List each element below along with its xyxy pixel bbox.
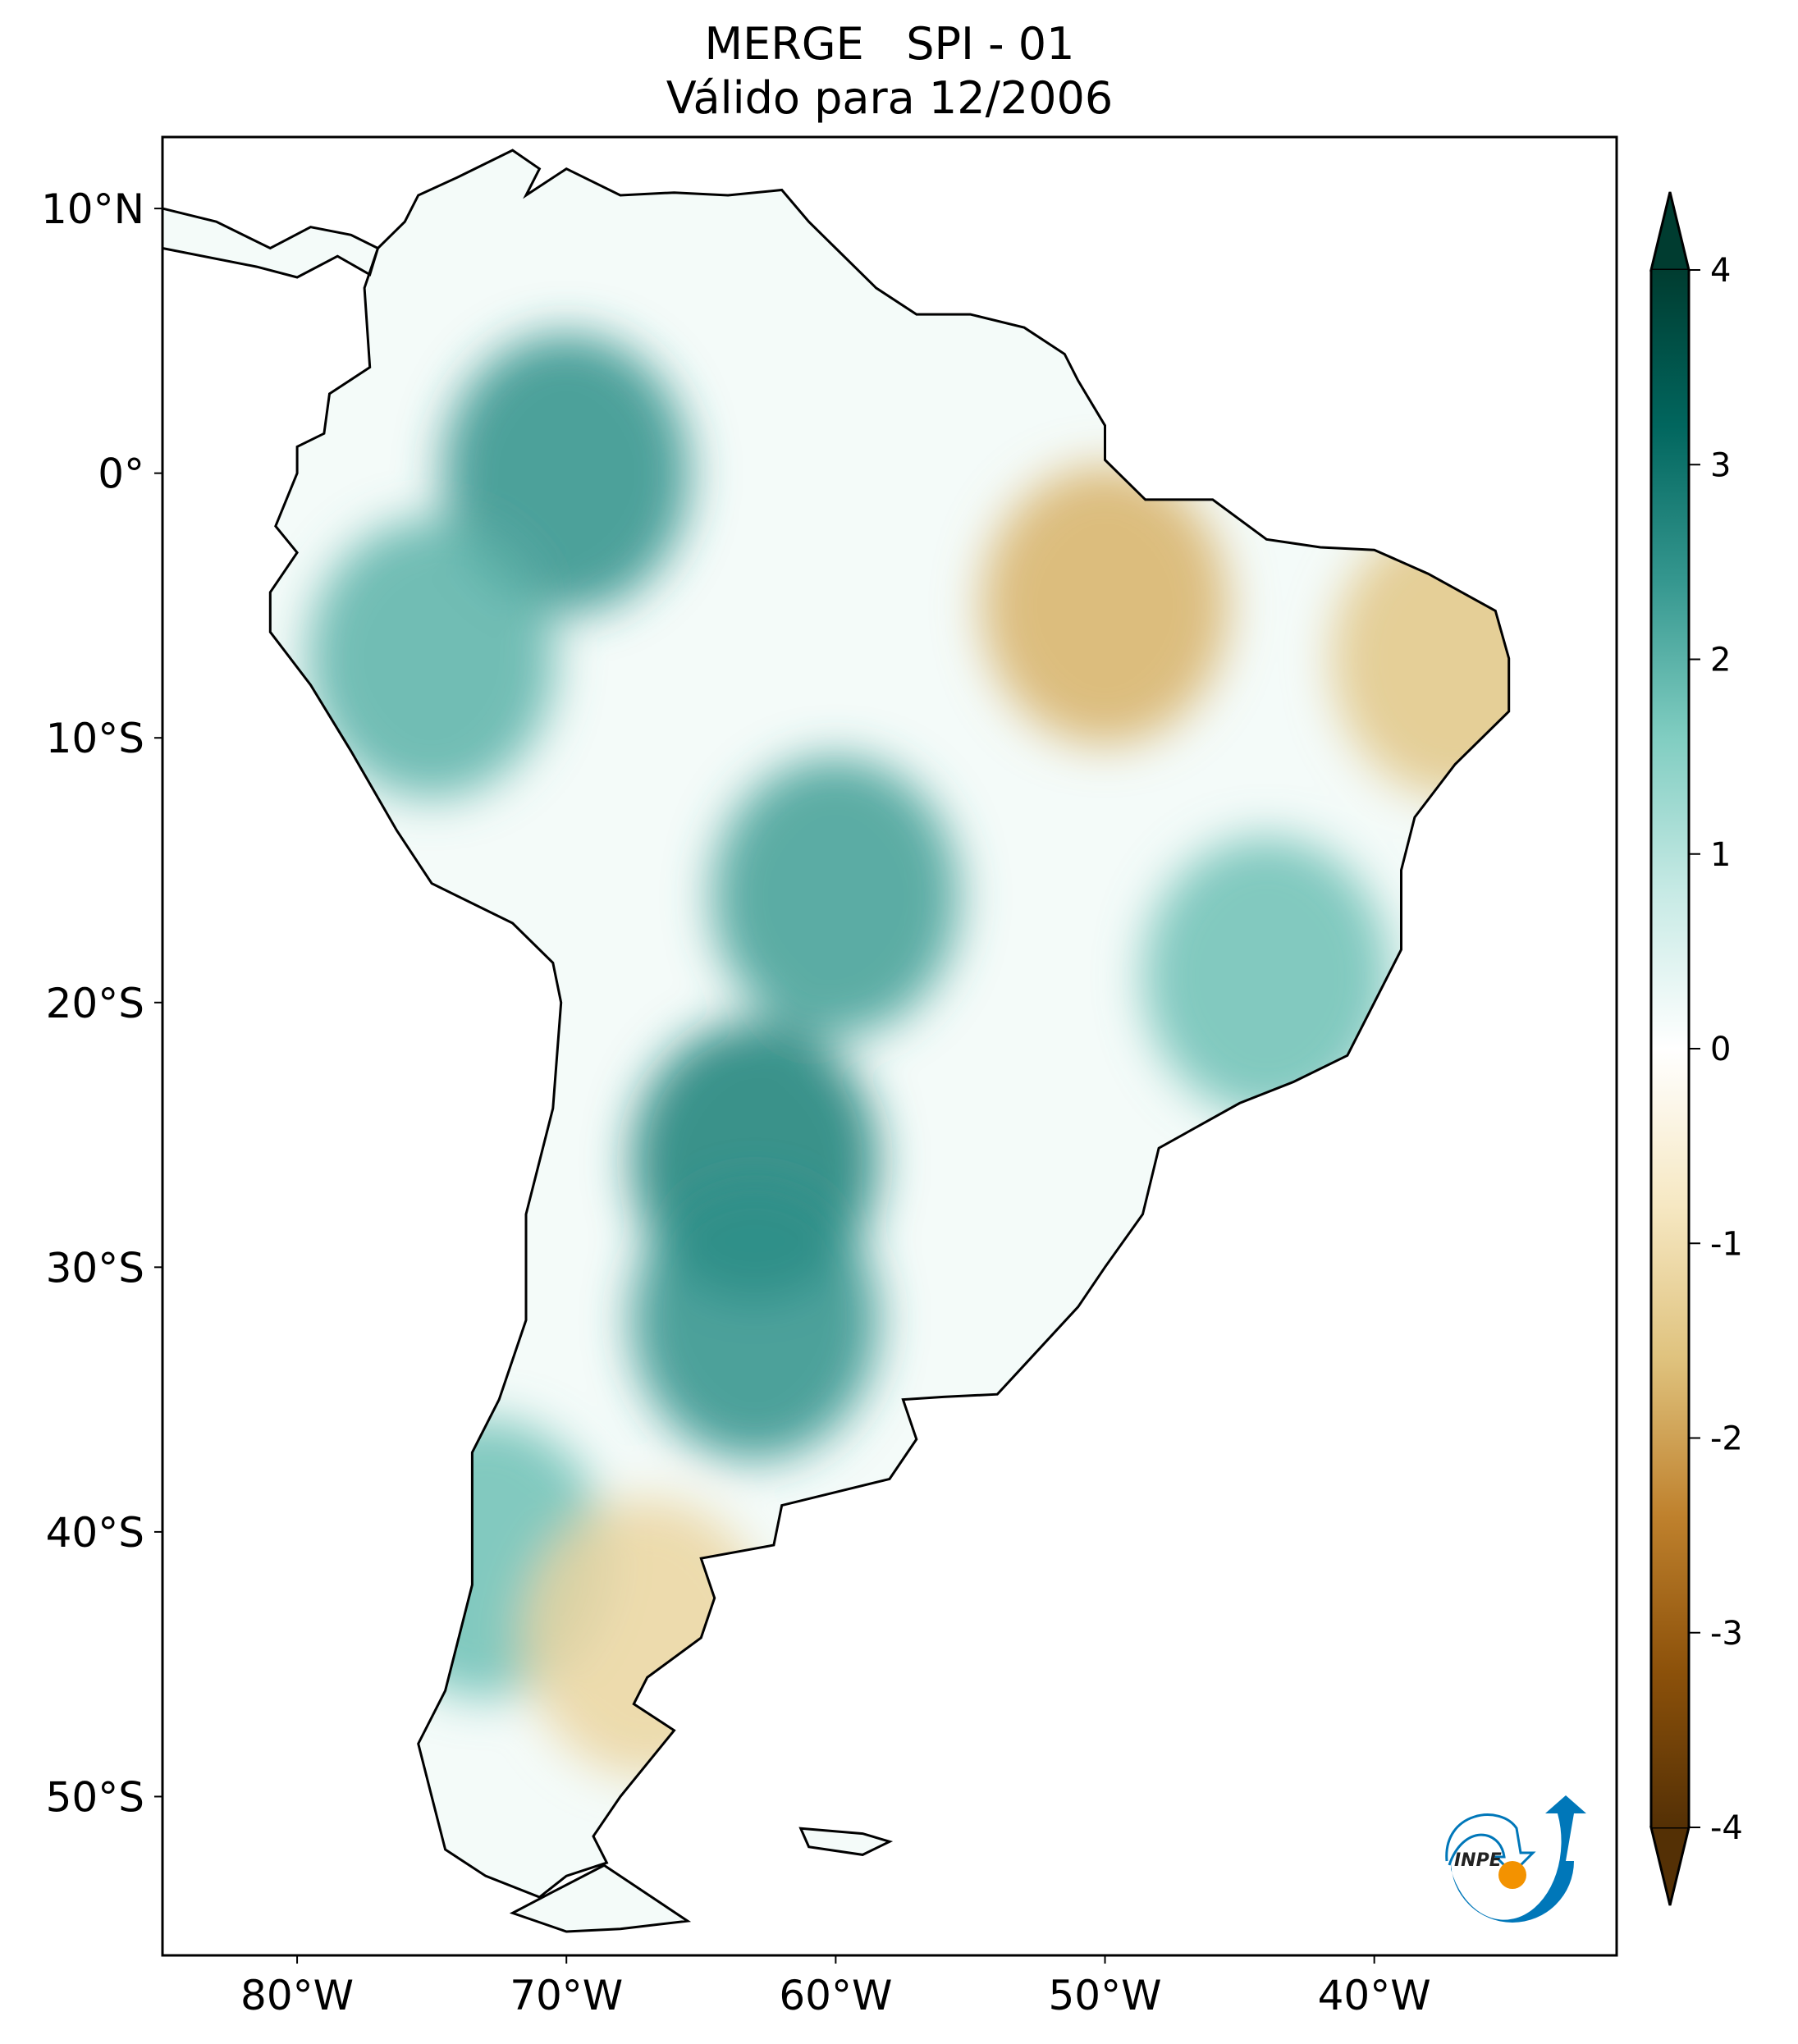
- spi-anomaly-region: [443, 333, 690, 613]
- spi-anomaly-region: [1143, 836, 1390, 1116]
- map-frame: [161, 135, 1618, 1957]
- land-heatmap: [162, 150, 1509, 1932]
- chart-title: MERGE SPI - 01: [704, 18, 1075, 70]
- colorbar-tick-label: 2: [1710, 642, 1731, 679]
- logo-text: INPE: [1454, 1850, 1502, 1871]
- y-tick-label: 10°N: [41, 185, 144, 233]
- x-tick-label: 40°W: [1318, 1972, 1431, 2019]
- chart-subtitle: Válido para 12/2006: [666, 72, 1114, 124]
- spi-anomaly-region: [524, 1498, 771, 1777]
- colorbar-tick-label: 1: [1710, 836, 1731, 874]
- logo-arc: [1451, 1795, 1586, 1923]
- x-tick-label: 60°W: [779, 1972, 892, 2019]
- colorbar: 4 3 2 1 0 -1 -2 -3 -4: [1649, 191, 1743, 1906]
- y-tick-label: 0°: [98, 450, 144, 498]
- y-tick-label: 40°S: [46, 1509, 144, 1557]
- colorbar-tick-label: 0: [1710, 1031, 1731, 1068]
- colorbar-extend-min: [1649, 1826, 1690, 1906]
- spi-anomaly-region: [1332, 519, 1509, 798]
- y-tick-label: 50°S: [46, 1773, 144, 1821]
- x-tick-label: 80°W: [240, 1972, 354, 2019]
- colorbar-tick-label: -1: [1710, 1225, 1743, 1263]
- spi-anomaly-region: [309, 519, 556, 798]
- colorbar-extend-max: [1649, 191, 1690, 272]
- x-tick-label: 50°W: [1048, 1972, 1161, 2019]
- colorbar-tick-label: -2: [1710, 1420, 1743, 1458]
- colorbar-tick-label: 3: [1710, 446, 1731, 484]
- y-tick-label: 30°S: [46, 1244, 144, 1292]
- inpe-logo: INPE: [1445, 1795, 1586, 1923]
- colorbar-body: [1651, 270, 1689, 1827]
- logo-sun: [1498, 1861, 1526, 1889]
- colorbar-tick-label: -4: [1710, 1809, 1743, 1847]
- y-tick-label: 10°S: [46, 715, 144, 762]
- spi-anomaly-region: [981, 465, 1228, 745]
- y-tick-label: 20°S: [46, 980, 144, 1027]
- x-axis: 80°W 70°W 60°W 50°W 40°W: [240, 1955, 1431, 2019]
- colorbar-tick-label: 4: [1710, 252, 1731, 290]
- spi-anomaly-region: [631, 1180, 878, 1460]
- colorbar-tick-label: -3: [1710, 1615, 1743, 1653]
- y-axis: 10°N 0° 10°S 20°S 30°S 40°S 50°S: [41, 185, 162, 1821]
- land-background: [162, 150, 1509, 1932]
- coastline: [161, 149, 1511, 1933]
- logo-swirl: [1445, 1813, 1536, 1876]
- spi-anomaly-region: [712, 757, 959, 1036]
- x-tick-label: 70°W: [510, 1972, 623, 2019]
